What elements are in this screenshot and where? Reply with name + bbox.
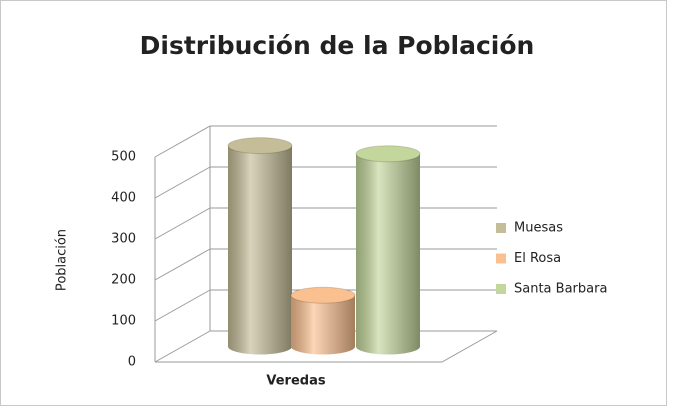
legend-swatch (496, 223, 506, 233)
legend-label: El Rosa (514, 251, 561, 266)
chart-title: Distribución de la Población (140, 31, 535, 60)
y-axis-label: Población (55, 229, 70, 291)
bar (290, 286, 356, 355)
grid-line (154, 248, 211, 281)
legend-label: Muesas (514, 221, 563, 236)
y-tick-label: 200 (111, 273, 136, 288)
bar-shade (356, 153, 420, 355)
grid-line (154, 289, 211, 322)
y-tick-label: 500 (111, 150, 136, 165)
bar-shade (228, 145, 292, 355)
legend-swatch (496, 253, 506, 264)
bar-shade (291, 295, 355, 355)
x-tick-label: Veredas (266, 374, 325, 389)
grid-line (154, 125, 211, 158)
y-tick-label: 0 (128, 355, 136, 370)
bar-top (227, 137, 293, 155)
floor (155, 330, 498, 363)
grid-line (154, 207, 211, 240)
grid-line (154, 166, 211, 199)
y-tick-label: 300 (111, 232, 136, 247)
legend-label: Santa Barbara (514, 282, 607, 297)
bar (355, 145, 421, 355)
bar-top (290, 286, 356, 304)
y-tick-label: 100 (111, 314, 136, 329)
legend-swatch (496, 284, 506, 294)
grid-line (154, 330, 211, 363)
y-tick-label: 400 (111, 191, 136, 206)
bar-top (355, 145, 421, 163)
bar (227, 137, 293, 355)
